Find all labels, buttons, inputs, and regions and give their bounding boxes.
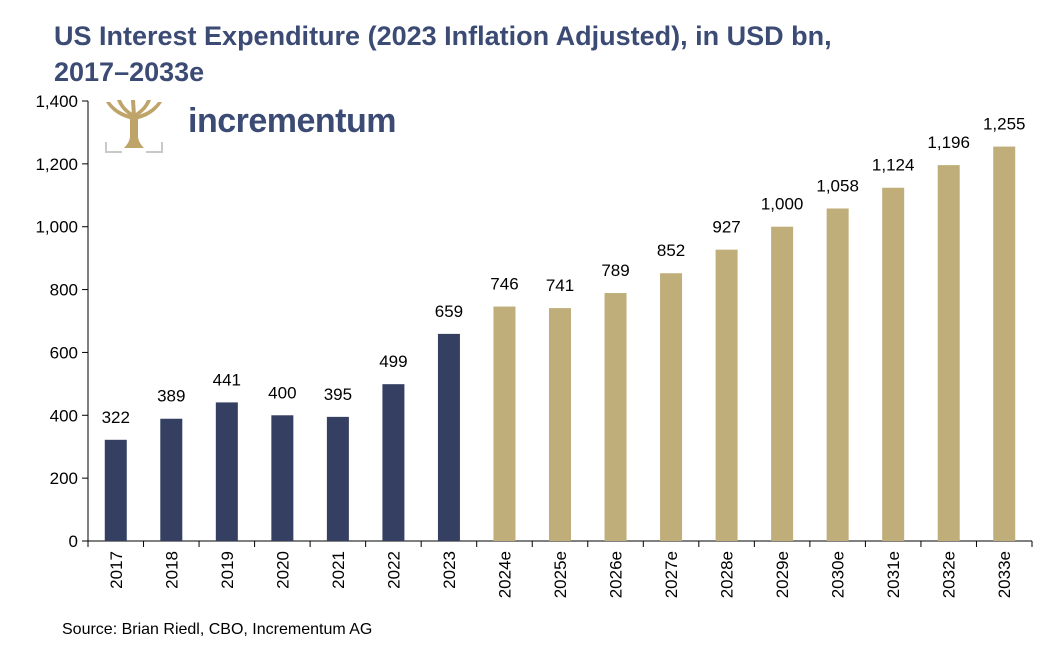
- data-label: 499: [379, 352, 407, 371]
- tree-icon: [105, 100, 163, 153]
- y-tick-label: 600: [50, 343, 78, 362]
- y-tick-label: 1,200: [35, 155, 78, 174]
- x-tick-label: 2017: [107, 551, 126, 589]
- y-tick-label: 200: [50, 469, 78, 488]
- x-tick-label: 2023: [440, 551, 459, 589]
- y-tick-label: 1,400: [35, 92, 78, 111]
- bar: [437, 333, 460, 541]
- data-label: 395: [324, 385, 352, 404]
- bar: [771, 226, 794, 541]
- data-label: 1,124: [872, 156, 915, 175]
- x-tick-label: 2024e: [495, 551, 514, 598]
- bar: [660, 273, 683, 541]
- data-label: 389: [157, 387, 185, 406]
- bar: [493, 306, 516, 541]
- logo-text: incrementum: [188, 102, 397, 140]
- x-tick-label: 2018: [162, 551, 181, 589]
- chart-title-line-1: US Interest Expenditure (2023 Inflation …: [54, 21, 832, 51]
- x-tick-label: 2028e: [718, 551, 737, 598]
- source-note: Source: Brian Riedl, CBO, Incrementum AG: [62, 621, 373, 638]
- x-tick-label: 2020: [273, 551, 292, 589]
- x-tick-label: 2031e: [884, 551, 903, 598]
- x-tick-label: 2027e: [662, 551, 681, 598]
- data-label: 1,255: [983, 115, 1026, 134]
- y-tick-label: 1,000: [35, 218, 78, 237]
- x-tick-label: 2033e: [995, 551, 1014, 598]
- bar: [882, 187, 905, 541]
- incrementum-logo: incrementum: [104, 98, 414, 160]
- data-label: 400: [268, 383, 296, 402]
- x-tick-label: 2021: [329, 551, 348, 589]
- data-label: 441: [213, 370, 241, 389]
- bar: [715, 249, 738, 541]
- bar: [826, 208, 849, 541]
- bar: [993, 146, 1016, 542]
- bar: [549, 308, 571, 541]
- data-label: 746: [490, 275, 518, 294]
- x-tick-label: 2029e: [773, 551, 792, 598]
- y-tick-label: 400: [50, 406, 78, 425]
- data-label: 1,196: [927, 133, 970, 152]
- chart-title: US Interest Expenditure (2023 Inflation …: [54, 18, 1034, 90]
- data-label: 741: [546, 276, 574, 295]
- x-tick-label: 2032e: [940, 551, 959, 598]
- chart-title-line-2: 2017–2033e: [54, 57, 205, 87]
- bar: [215, 402, 238, 541]
- x-tick-label: 2026e: [607, 551, 626, 598]
- x-tick-label: 2030e: [829, 551, 848, 598]
- bar: [160, 418, 183, 541]
- bar: [104, 439, 127, 541]
- x-tick-label: 2022: [384, 551, 403, 589]
- data-label: 659: [435, 302, 463, 321]
- bar: [326, 416, 349, 541]
- bar: [382, 384, 405, 541]
- data-label: 789: [601, 261, 629, 280]
- x-tick-label: 2025e: [551, 551, 570, 598]
- data-label: 927: [712, 218, 740, 237]
- data-label: 852: [657, 241, 685, 260]
- bar: [937, 165, 960, 541]
- data-label: 322: [102, 408, 130, 427]
- y-tick-label: 800: [50, 281, 78, 300]
- data-label: 1,058: [816, 176, 859, 195]
- data-label: 1,000: [761, 195, 804, 214]
- x-tick-label: 2019: [218, 551, 237, 589]
- bar: [271, 415, 294, 541]
- bar: [604, 293, 627, 541]
- y-tick-label: 0: [69, 532, 78, 551]
